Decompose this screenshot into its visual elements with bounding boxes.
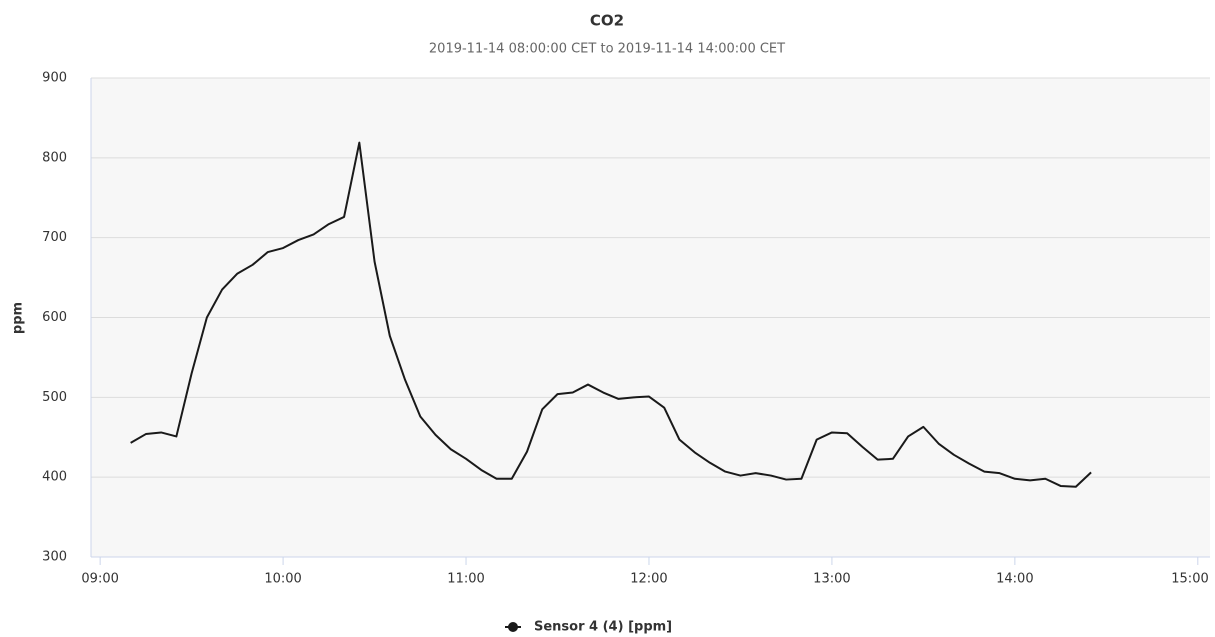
x-tick-label: 09:00 [81, 572, 118, 587]
x-tick-label: 14:00 [996, 572, 1033, 587]
chart-subtitle: 2019-11-14 08:00:00 CET to 2019-11-14 14… [429, 42, 785, 57]
y-axis-title: ppm [11, 302, 26, 334]
y-tick-label: 600 [42, 310, 67, 325]
legend-label: Sensor 4 (4) [ppm] [534, 620, 672, 635]
chart-title: CO2 [590, 12, 624, 30]
y-tick-label: 800 [42, 150, 67, 165]
y-tick-label: 700 [42, 230, 67, 245]
x-tick-label: 13:00 [813, 572, 850, 587]
x-tick-label: 11:00 [447, 572, 484, 587]
data-line [130, 141, 1092, 488]
x-tick-label: 15:00 [1171, 572, 1208, 587]
x-tick-label: 10:00 [264, 572, 301, 587]
y-tick-label: 500 [42, 390, 67, 405]
y-tick-label: 300 [42, 550, 67, 565]
x-tick-label: 12:00 [630, 572, 667, 587]
y-tick-label: 400 [42, 470, 67, 485]
legend-marker [508, 622, 518, 632]
y-tick-label: 900 [42, 71, 67, 86]
